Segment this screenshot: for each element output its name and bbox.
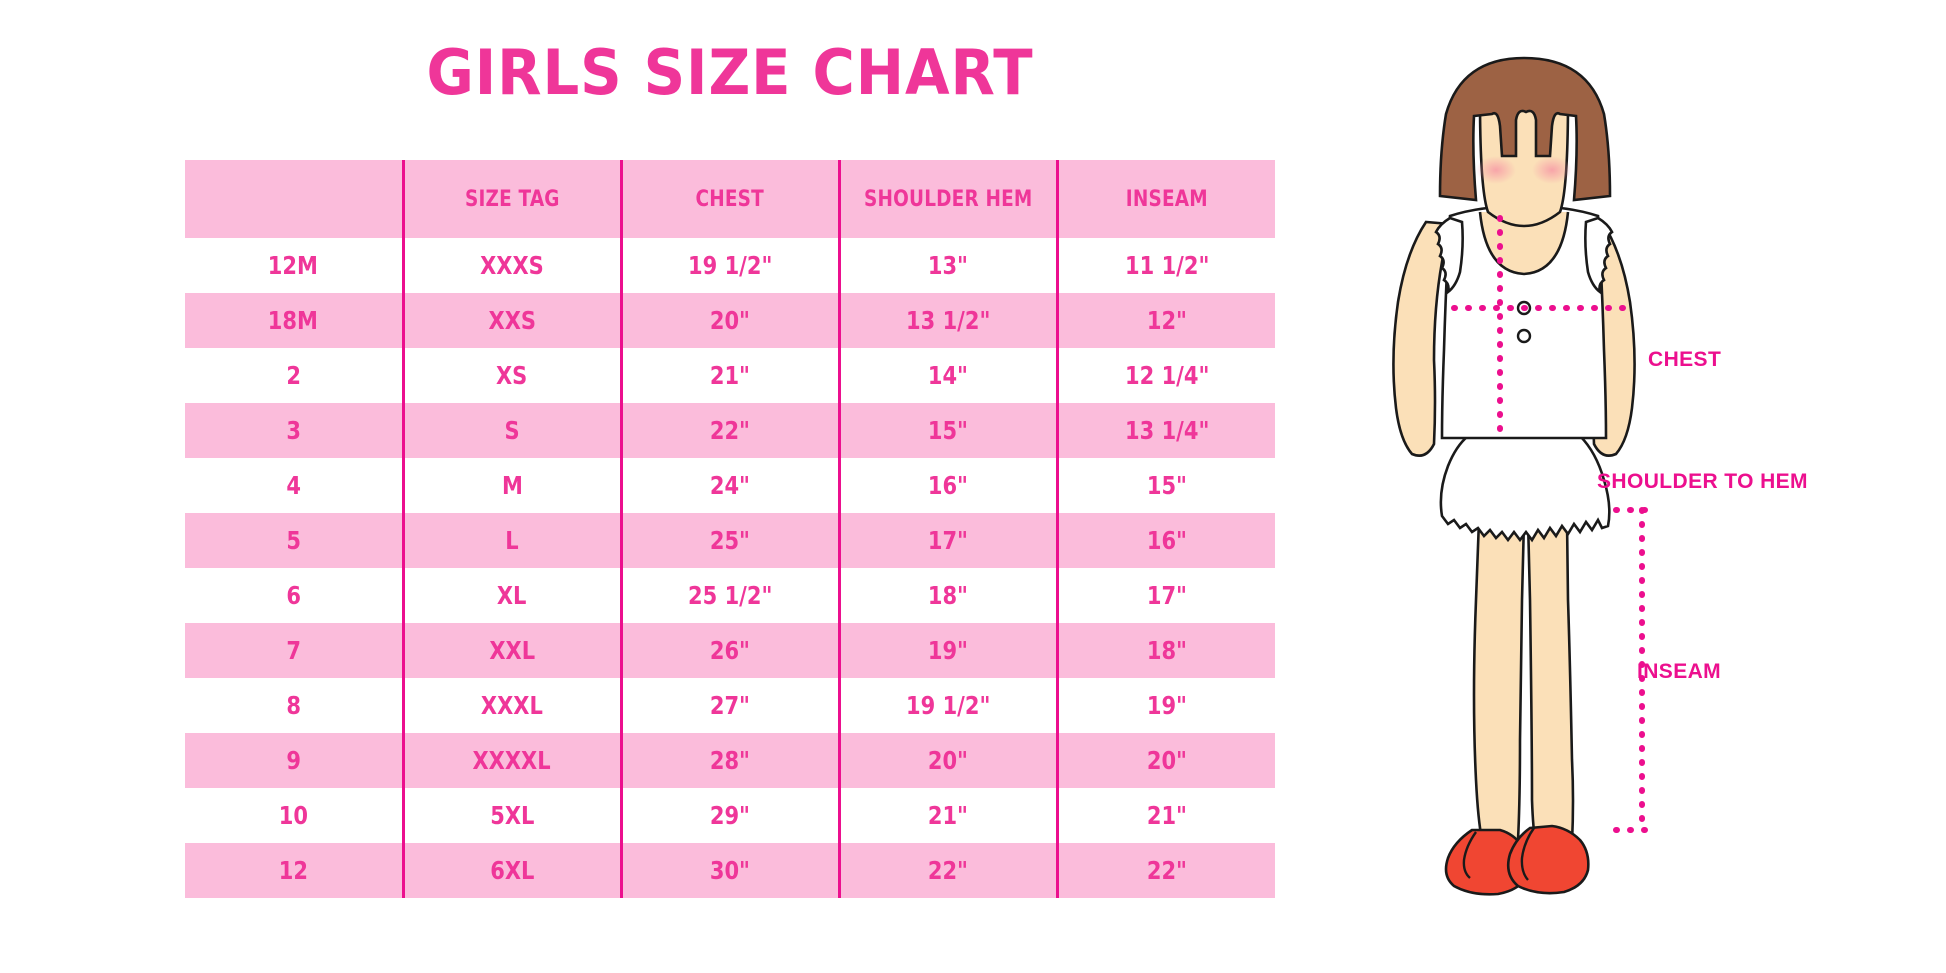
table-row: 5 L 25" 17" 16"	[185, 513, 1275, 568]
cell-chest: 25"	[619, 513, 839, 568]
cell-size: 12M	[185, 238, 403, 293]
cell-inseam: 12"	[1055, 293, 1275, 348]
cell-chest: 25 1/2"	[619, 568, 839, 623]
cell-size-tag: XXXS	[401, 238, 621, 293]
page-title: GIRLS SIZE CHART	[426, 36, 1034, 109]
cell-size-tag: S	[401, 403, 621, 458]
callout-label-inseam: INSEAM	[1637, 660, 1722, 683]
cell-chest: 19 1/2"	[619, 238, 839, 293]
cell-inseam: 17"	[1055, 568, 1275, 623]
cell-size: 3	[185, 403, 403, 458]
cell-shoulder-hem: 19 1/2"	[837, 678, 1057, 733]
cell-shoulder-hem: 22"	[837, 843, 1057, 898]
cell-shoulder-hem: 18"	[837, 568, 1057, 623]
cell-shoulder-hem: 15"	[837, 403, 1057, 458]
table-header-row: SIZE TAG CHEST SHOULDER HEM INSEAM	[185, 160, 1275, 238]
cell-shoulder-hem: 14"	[837, 348, 1057, 403]
cell-size-tag: XXXXL	[401, 733, 621, 788]
size-chart-table: SIZE TAG CHEST SHOULDER HEM INSEAM 12M X…	[185, 160, 1275, 898]
cell-chest: 26"	[619, 623, 839, 678]
cell-shoulder-hem: 17"	[837, 513, 1057, 568]
callout-label-chest: CHEST	[1648, 348, 1722, 371]
legs	[1472, 438, 1575, 847]
shoes	[1444, 824, 1590, 896]
cell-size-tag: XS	[401, 348, 621, 403]
cell-inseam: 19"	[1055, 678, 1275, 733]
table-row: 3 S 22" 15" 13 1/4"	[185, 403, 1275, 458]
cell-size-tag: 6XL	[401, 843, 621, 898]
table-row: 12 6XL 30" 22" 22"	[185, 843, 1275, 898]
cell-size-tag: M	[401, 458, 621, 513]
cell-inseam: 18"	[1055, 623, 1275, 678]
cell-inseam: 11 1/2"	[1055, 238, 1275, 293]
column-header-size-tag: SIZE TAG	[401, 160, 621, 238]
cell-inseam: 21"	[1055, 788, 1275, 843]
sleeveless-top	[1434, 204, 1614, 440]
cell-shoulder-hem: 13 1/2"	[837, 293, 1057, 348]
size-chart-table-container: SIZE TAG CHEST SHOULDER HEM INSEAM 12M X…	[185, 160, 1275, 898]
column-header-inseam: INSEAM	[1055, 160, 1275, 238]
cell-size-tag: 5XL	[401, 788, 621, 843]
cell-chest: 21"	[619, 348, 839, 403]
cell-size: 6	[185, 568, 403, 623]
cell-shoulder-hem: 19"	[837, 623, 1057, 678]
head	[1476, 98, 1572, 228]
cell-inseam: 12 1/4"	[1055, 348, 1275, 403]
column-header-chest: CHEST	[619, 160, 839, 238]
cell-size: 4	[185, 458, 403, 513]
table-body: 12M XXXS 19 1/2" 13" 11 1/2" 18M XXS 20"…	[185, 238, 1275, 898]
cell-inseam: 16"	[1055, 513, 1275, 568]
cell-size-tag: L	[401, 513, 621, 568]
table-row: 10 5XL 29" 21" 21"	[185, 788, 1275, 843]
cell-size: 2	[185, 348, 403, 403]
table-row: 18M XXS 20" 13 1/2" 12"	[185, 293, 1275, 348]
table-row: 7 XXL 26" 19" 18"	[185, 623, 1275, 678]
cell-size: 8	[185, 678, 403, 733]
cell-size-tag: XL	[401, 568, 621, 623]
cell-chest: 22"	[619, 403, 839, 458]
cell-chest: 20"	[619, 293, 839, 348]
cell-chest: 29"	[619, 788, 839, 843]
cell-shoulder-hem: 16"	[837, 458, 1057, 513]
cell-shoulder-hem: 21"	[837, 788, 1057, 843]
cell-inseam: 22"	[1055, 843, 1275, 898]
cell-size: 18M	[185, 293, 403, 348]
cell-size-tag: XXXL	[401, 678, 621, 733]
table-header: SIZE TAG CHEST SHOULDER HEM INSEAM	[185, 160, 1275, 238]
callout-label-shoulder-to-hem: SHOULDER TO HEM	[1597, 470, 1808, 493]
table-row: 4 M 24" 16" 15"	[185, 458, 1275, 513]
column-header-shoulder-hem: SHOULDER HEM	[837, 160, 1057, 238]
cell-size-tag: XXL	[401, 623, 621, 678]
cell-chest: 27"	[619, 678, 839, 733]
cell-inseam: 20"	[1055, 733, 1275, 788]
cell-shoulder-hem: 20"	[837, 733, 1057, 788]
table-row: 8 XXXL 27" 19 1/2" 19"	[185, 678, 1275, 733]
hair	[1438, 56, 1612, 202]
column-header-size	[185, 160, 403, 238]
ruffled-skirt	[1439, 434, 1611, 543]
cell-chest: 30"	[619, 843, 839, 898]
cell-size: 9	[185, 733, 403, 788]
buttons	[1516, 300, 1532, 344]
table-row: 12M XXXS 19 1/2" 13" 11 1/2"	[185, 238, 1275, 293]
cell-size: 12	[185, 843, 403, 898]
table-row: 9 XXXXL 28" 20" 20"	[185, 733, 1275, 788]
cell-size: 10	[185, 788, 403, 843]
cell-inseam: 13 1/4"	[1055, 403, 1275, 458]
cell-inseam: 15"	[1055, 458, 1275, 513]
table-row: 6 XL 25 1/2" 18" 17"	[185, 568, 1275, 623]
cell-chest: 24"	[619, 458, 839, 513]
cell-size: 5	[185, 513, 403, 568]
cell-size: 7	[185, 623, 403, 678]
table-row: 2 XS 21" 14" 12 1/4"	[185, 348, 1275, 403]
measurement-lines	[1451, 215, 1649, 833]
cell-chest: 28"	[619, 733, 839, 788]
cell-size-tag: XXS	[401, 293, 621, 348]
cell-shoulder-hem: 13"	[837, 238, 1057, 293]
girl-figure-illustration	[1330, 40, 1710, 910]
